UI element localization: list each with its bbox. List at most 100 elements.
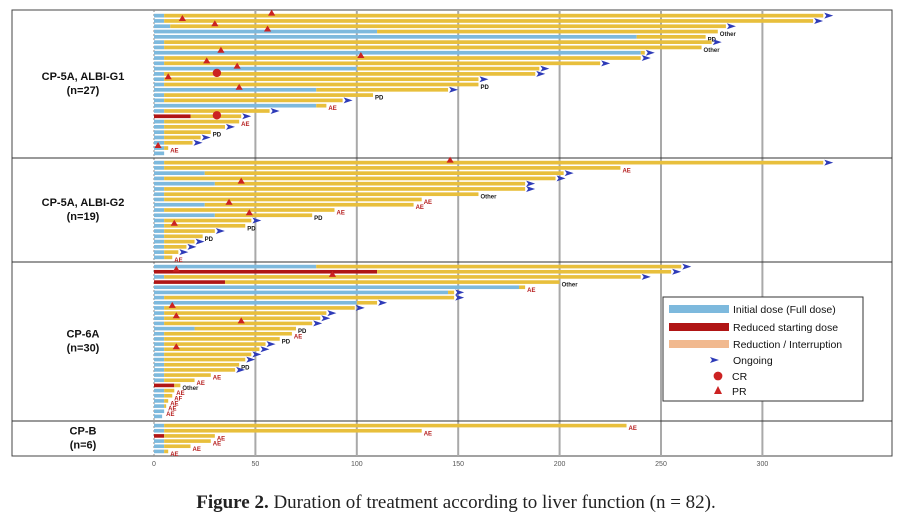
end-reason-label: AE — [294, 334, 302, 340]
ongoing-arrow — [682, 263, 692, 270]
end-reason-label: Other — [562, 283, 579, 289]
reduction-bar — [164, 239, 195, 244]
ongoing-arrow — [195, 238, 205, 245]
initial-dose-bar — [154, 125, 165, 129]
pr-marker — [357, 52, 365, 59]
initial-dose-bar — [154, 423, 165, 428]
ongoing-arrow — [449, 86, 459, 93]
pr-marker — [178, 14, 186, 21]
reduction-bar — [194, 326, 296, 331]
reduction-bar — [164, 93, 374, 97]
initial-dose-bar — [154, 87, 317, 92]
initial-dose-bar — [154, 357, 165, 362]
reduction-bar — [204, 202, 414, 207]
initial-dose-bar — [154, 300, 357, 305]
pr-marker — [170, 219, 178, 226]
end-reason-label: AE — [527, 288, 535, 294]
reduction-bar — [164, 362, 240, 367]
x-tick-label: 100 — [351, 461, 363, 468]
initial-dose-bar — [154, 197, 165, 202]
reduction-bar — [164, 146, 169, 150]
end-reason-label: AE — [416, 205, 424, 211]
reduced-dose-bar — [154, 114, 191, 119]
reduction-bar — [164, 135, 201, 140]
legend-label-pr: PR — [732, 386, 747, 398]
reduction-bar — [164, 229, 215, 233]
ongoing-arrow — [193, 139, 203, 146]
initial-dose-bar — [154, 444, 165, 449]
ongoing-arrow — [564, 170, 574, 177]
group-label-line1: CP-5A, ALBI-G1 — [42, 71, 125, 83]
reduction-bar — [164, 357, 246, 362]
end-reason-label: PD — [282, 339, 291, 345]
reduction-bar — [164, 393, 173, 398]
reduction-bar — [164, 428, 422, 433]
reduction-bar — [164, 160, 824, 165]
ongoing-arrow — [712, 39, 722, 46]
group-label: CP-6A (n=30) — [66, 329, 99, 355]
end-reason-label: AE — [424, 200, 432, 206]
legend-label-initial: Initial dose (Full dose) — [733, 304, 836, 316]
initial-dose-bar — [154, 449, 165, 454]
initial-dose-bar — [154, 218, 165, 223]
initial-dose-bar — [154, 140, 165, 145]
initial-dose-bar — [154, 362, 165, 367]
x-tick-label: 250 — [655, 461, 667, 468]
initial-dose-bar — [154, 176, 165, 181]
ongoing-arrow — [327, 310, 337, 317]
reduction-bar — [214, 181, 526, 186]
end-reason-label: PD — [480, 85, 489, 91]
initial-dose-bar — [154, 347, 165, 352]
initial-dose-bar — [154, 181, 215, 186]
reduction-bar — [164, 439, 211, 443]
reduction-bar — [164, 316, 321, 321]
x-tick-label: 150 — [452, 461, 464, 468]
reduction-bar — [164, 197, 422, 202]
legend-swatch-cr — [713, 371, 723, 381]
initial-dose-bar — [154, 290, 449, 295]
reduction-bar — [316, 264, 682, 269]
pr-marker — [446, 156, 454, 163]
reduction-bar — [640, 50, 645, 55]
initial-dose-bar — [154, 316, 165, 321]
caption-prefix: Figure 2. — [196, 492, 269, 513]
initial-dose-bar — [154, 331, 165, 336]
reduction-bar — [164, 245, 187, 249]
initial-dose-bar — [154, 393, 165, 398]
reduced-dose-bar — [154, 280, 225, 284]
pr-marker — [237, 177, 245, 184]
end-reason-label: PD — [213, 133, 222, 139]
pr-marker — [164, 73, 172, 80]
initial-dose-bar — [154, 229, 165, 233]
initial-dose-bar — [154, 93, 165, 97]
initial-dose-bar — [154, 208, 165, 212]
initial-dose-bar — [154, 135, 165, 140]
ongoing-arrow — [355, 304, 365, 311]
reduction-bar — [164, 109, 270, 113]
initial-dose-bar — [154, 275, 165, 279]
reduction-bar — [164, 337, 280, 341]
end-reason-label: Other — [704, 48, 721, 54]
group-label-line2: (n=27) — [67, 85, 100, 97]
end-reason-label: AE — [629, 426, 637, 432]
end-reason-label: AE — [174, 258, 182, 264]
reduction-bar — [170, 24, 726, 29]
initial-dose-bar — [154, 326, 195, 331]
initial-dose-bar — [154, 45, 165, 50]
ongoing-arrow — [313, 320, 323, 327]
initial-dose-bar — [154, 285, 520, 290]
end-reason-label: AE — [213, 376, 221, 382]
initial-dose-bar — [154, 166, 165, 170]
reduction-bar — [164, 434, 215, 438]
ongoing-arrow — [479, 76, 489, 83]
end-reason-label: PD — [375, 96, 384, 102]
pr-marker — [233, 62, 241, 69]
ongoing-arrow — [641, 273, 651, 280]
end-reason-label: PD — [314, 216, 323, 222]
ongoing-arrow — [536, 70, 546, 77]
end-reason-label: AE — [336, 211, 344, 217]
end-reason-label: AE — [193, 447, 201, 453]
reduction-bar — [164, 378, 195, 383]
ongoing-arrow — [266, 341, 276, 348]
initial-dose-bar — [154, 13, 165, 18]
